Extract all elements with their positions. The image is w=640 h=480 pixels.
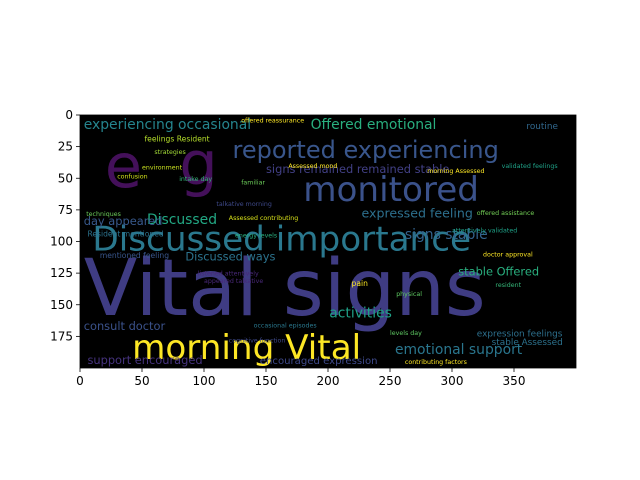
cloud-word: resident [495,282,521,289]
cloud-word: Discussed ways [185,249,275,263]
cloud-word: signs remained remained stable [266,162,449,176]
cloud-word: mentioned feeling [100,251,169,260]
y-tick-label: 50 [58,171,73,185]
cloud-word: morning Assessed [427,168,484,175]
cloud-word: stable Assessed [492,338,563,348]
cloud-word: expression feelings [477,329,563,339]
cloud-word: energy levels [235,233,277,240]
cloud-word: routine [526,122,558,132]
x-tick-label: 100 [193,374,216,388]
cloud-word: techniques [86,211,121,218]
cloud-word: Assessed contributing [229,215,298,222]
cloud-word: g [179,130,218,200]
y-tick-label: 125 [50,266,73,280]
cloud-word: pain [352,279,369,288]
cloud-word: support encouraged [87,353,202,367]
cloud-word: Discussed importance [92,219,471,259]
cloud-word: activities [329,305,392,321]
cloud-word: monitored [303,170,479,210]
cloud-word: familiar [241,180,265,187]
x-tick-label: 50 [134,374,149,388]
y-tick-label: 150 [50,298,73,312]
cloud-word: offered assistance [477,210,535,217]
cloud-word: doctor approval [483,252,533,259]
cloud-word: appeared talkative [204,278,263,285]
cloud-word: levels day [390,330,422,337]
cloud-word: feelings Resident [144,135,209,144]
cloud-word: attentively validated [452,228,517,235]
cloud-word: reported experiencing [233,136,499,164]
y-axis: 0 25 50 75 100 125 150 175 [50,108,80,343]
cloud-word: e [105,132,142,202]
y-tick-label: 0 [65,108,73,122]
cloud-word: expressed feeling [361,205,472,220]
cloud-word: signs stable [405,227,488,243]
cloud-word: confusion [117,173,147,180]
cloud-word: talkative morning [216,201,272,208]
cloud-word: occasional episodes [254,323,317,330]
cloud-word: intake day [179,176,212,183]
cloud-word: stable Offered [458,265,539,279]
x-tick-label: 350 [503,374,526,388]
cloud-word: day appeared [84,214,163,228]
cloud-word: offered reassurance [241,118,304,125]
cloud-word: Offered emotional [311,117,437,133]
x-tick-label: 0 [76,374,84,388]
cloud-word: physical [396,291,422,298]
y-tick-label: 100 [50,235,73,249]
cloud-word: Discussed [147,212,217,228]
plot-background [80,115,576,368]
cloud-word: experiencing occasional [84,117,251,133]
cloud-word: contributing factors [405,359,467,366]
cloud-word: Assessed mood [288,163,337,170]
cloud-word: encouraged expression [260,356,378,367]
cloud-word: validated feelings [502,163,558,170]
cloud-word: strategies [154,149,185,156]
cloud-word: environment [142,164,183,171]
x-tick-label: 300 [441,374,464,388]
cloud-word: listened attentively [198,271,259,278]
y-tick-label: 175 [50,329,73,343]
word-cloud-words: Vital signs e g Discussed importance monitor… [84,117,563,368]
y-tick-label: 25 [58,140,73,154]
cloud-word: consult doctor [84,319,166,333]
cloud-word: morning Vital [132,328,361,368]
x-tick-label: 150 [255,374,278,388]
x-tick-label: 200 [317,374,340,388]
y-tick-label: 75 [58,203,73,217]
x-axis: 0 50 100 150 200 250 300 350 [76,368,525,388]
cloud-word: cognitive function [229,338,286,345]
cloud-word: Resident mentioned [87,229,163,238]
cloud-word: emotional support [395,342,523,358]
x-tick-label: 250 [379,374,402,388]
cloud-word: Vital signs [84,243,486,334]
